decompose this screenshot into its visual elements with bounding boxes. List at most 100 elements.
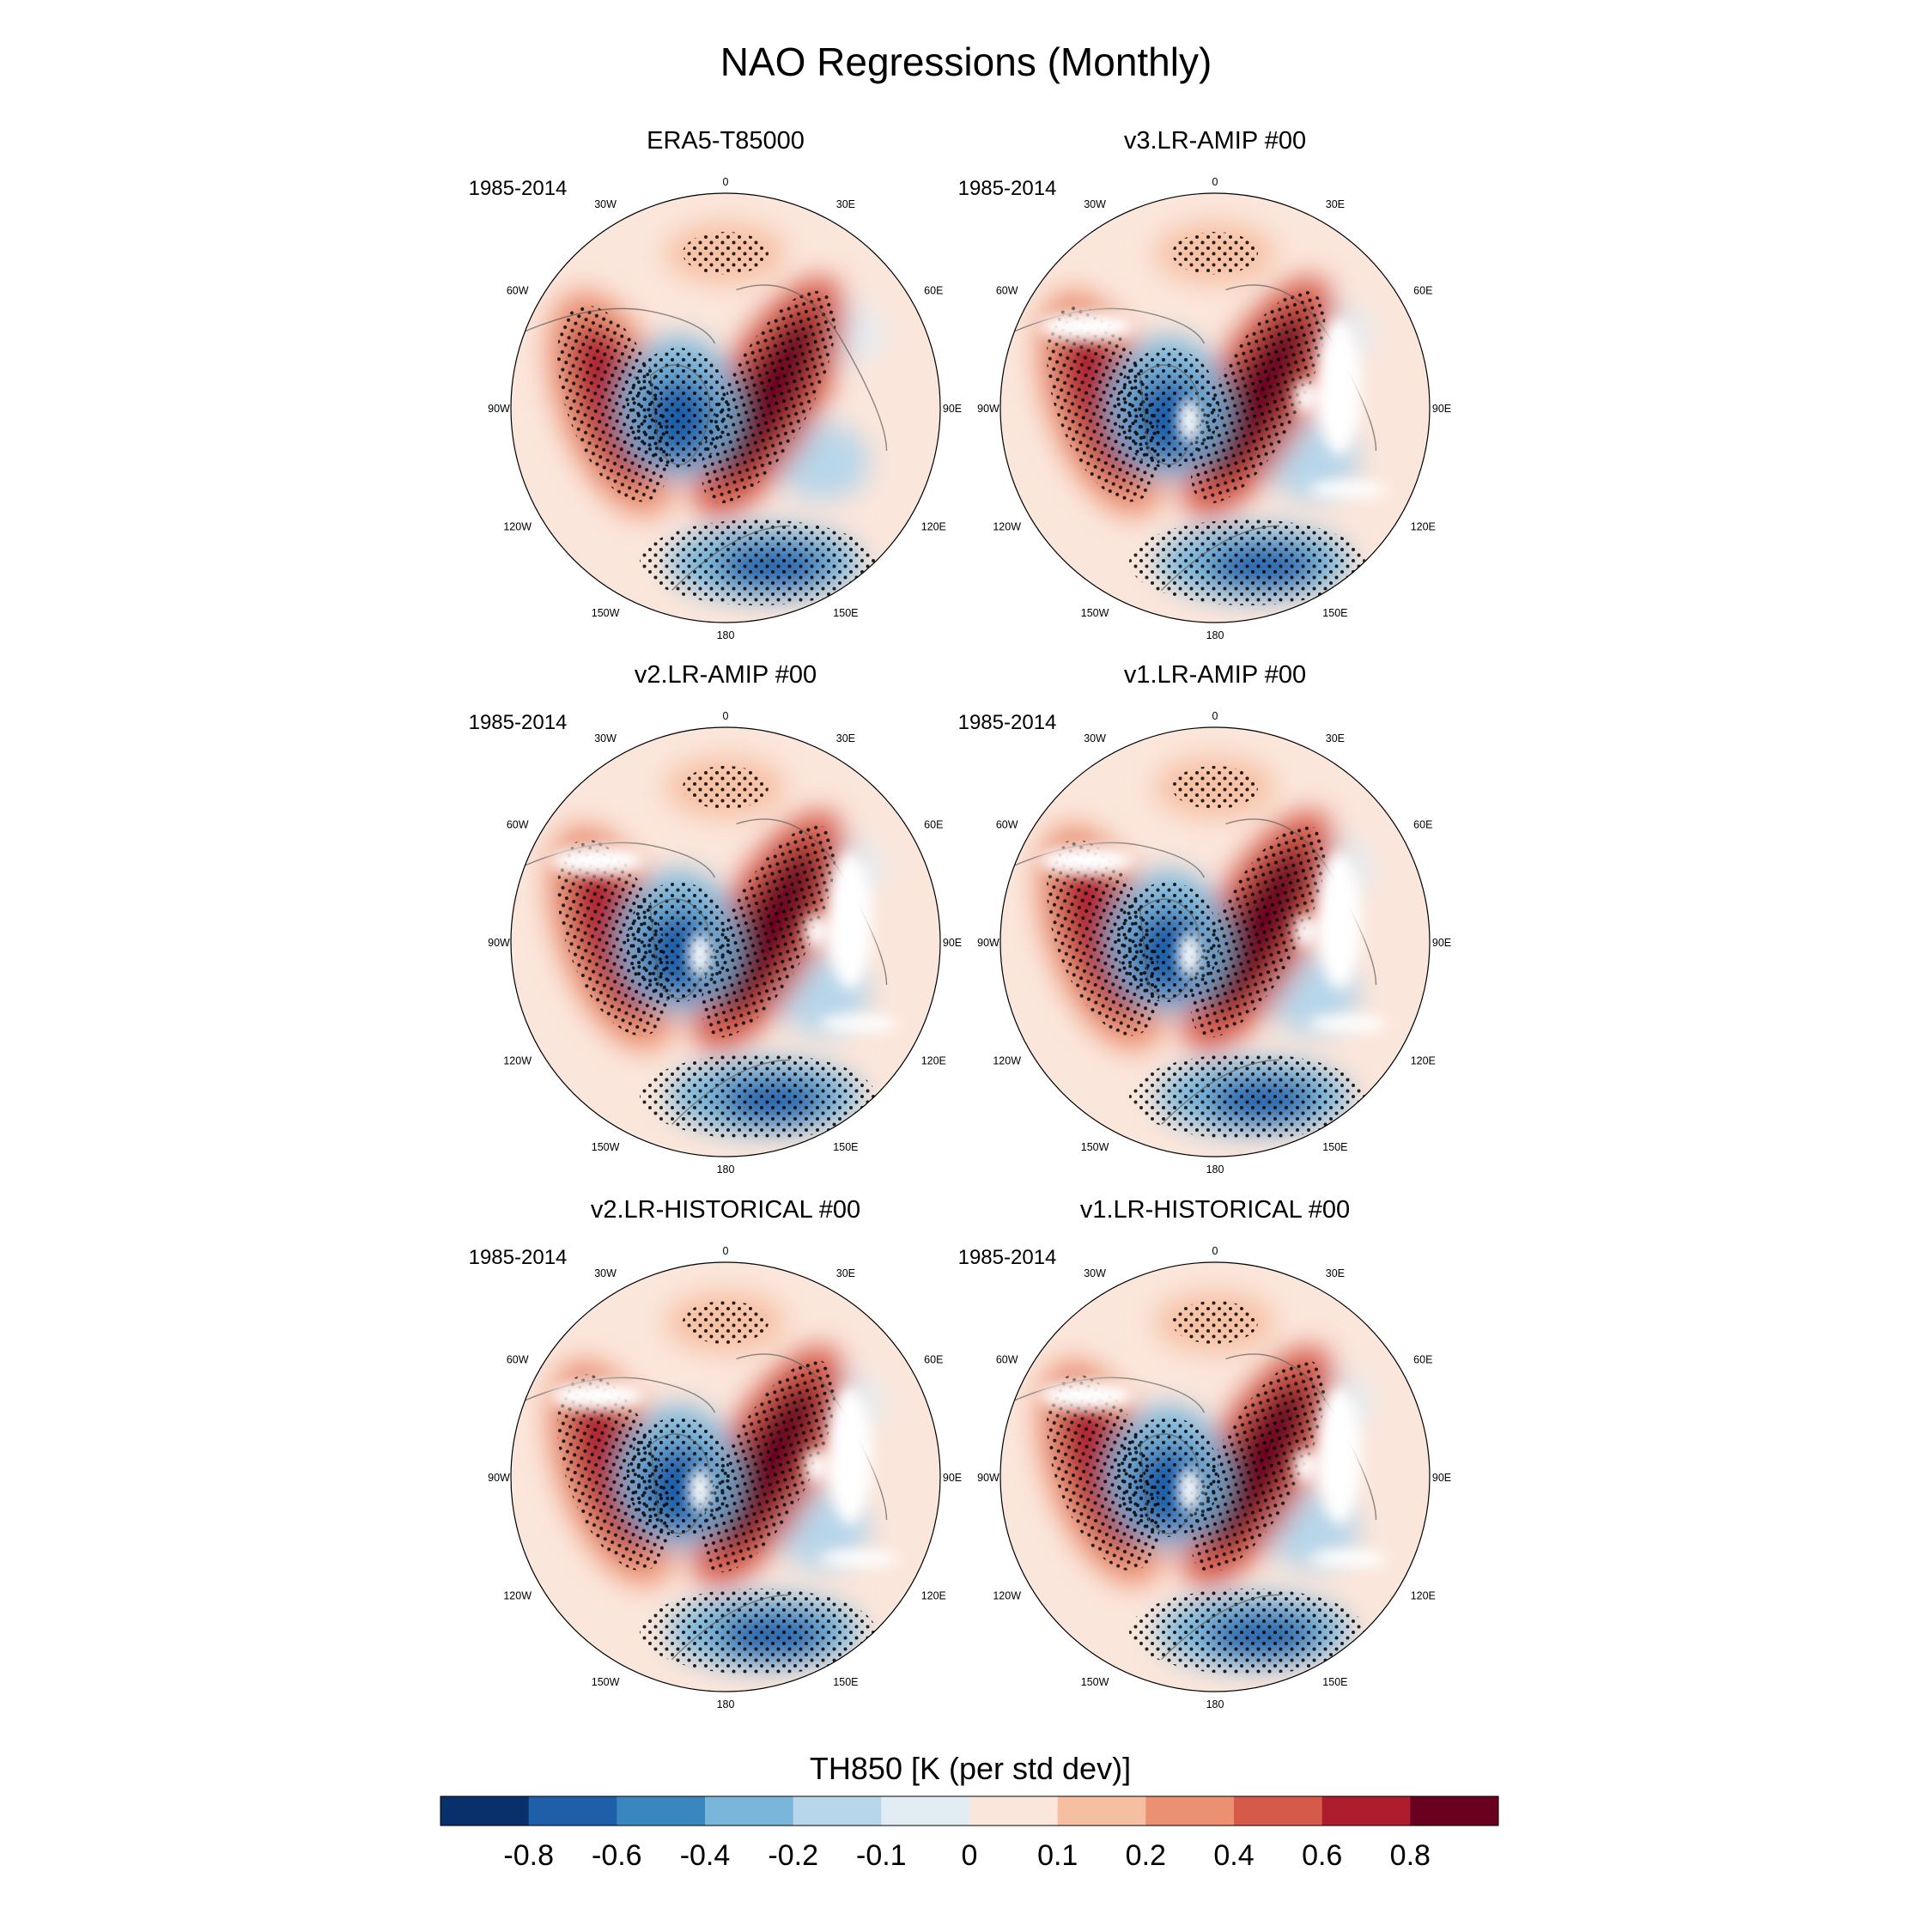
map-panel: 180 150E 120E 90E 60E 30E 0 30W 60W 90W 120W 150W v2…: [469, 1196, 963, 1710]
longitude-label: 60E: [924, 819, 943, 831]
longitude-label: 60W: [507, 1354, 529, 1366]
longitude-label: 0: [723, 176, 729, 188]
colorbar-tick-label: -0.2: [768, 1839, 818, 1872]
map-field: [1000, 1262, 1430, 1692]
longitude-label: 120E: [1411, 1054, 1436, 1066]
colorbar-swatch: [1145, 1796, 1235, 1826]
longitude-label: 0: [1212, 1245, 1218, 1257]
longitude-label: 120W: [993, 1054, 1021, 1066]
longitude-label: 90E: [943, 1472, 962, 1484]
longitude-label: 120W: [503, 1054, 532, 1066]
colorbar-swatch: [617, 1796, 706, 1826]
longitude-label: 60W: [996, 819, 1018, 831]
panel-title: v2.LR-AMIP #00: [635, 661, 817, 689]
colorbar-frame: [440, 1795, 1499, 1826]
longitude-label: 90E: [1432, 1472, 1451, 1484]
longitude-label: 150W: [592, 607, 620, 619]
masked-terrain: [550, 1380, 897, 1567]
longitude-label: 120E: [921, 1054, 946, 1066]
longitude-label: 150E: [1322, 1676, 1347, 1688]
panel-title: v1.LR-HISTORICAL #00: [1080, 1196, 1350, 1224]
colorbar-swatch: [1057, 1796, 1146, 1826]
map-boundary: [999, 1261, 1431, 1692]
masked-terrain: [550, 845, 897, 1032]
map-field: [1000, 193, 1430, 623]
colorbar-swatch: [1410, 1796, 1499, 1826]
longitude-label: 30W: [594, 198, 617, 210]
panel-period: 1985-2014: [958, 1246, 1057, 1269]
colorbar-tick-label: 0.6: [1302, 1839, 1342, 1872]
significance-stippling: [557, 232, 876, 605]
longitude-label: 180: [1206, 629, 1224, 641]
colorbar-swatch: [705, 1796, 794, 1826]
longitude-label: 0: [723, 1245, 729, 1257]
longitude-label: 180: [717, 1163, 735, 1176]
significance-stippling: [557, 766, 876, 1139]
longitude-label: 30E: [1326, 1267, 1345, 1279]
colorbar-swatch: [1234, 1796, 1323, 1826]
longitude-label: 0: [1212, 176, 1218, 188]
longitude-label: 30W: [594, 1267, 617, 1279]
longitude-label: 60W: [507, 819, 529, 831]
longitude-label: 60E: [1413, 285, 1432, 297]
figure-title: NAO Regressions (Monthly): [720, 39, 1212, 84]
panel-period: 1985-2014: [469, 711, 568, 734]
masked-terrain: [1039, 311, 1387, 498]
panel-period: 1985-2014: [958, 177, 1057, 200]
significance-stippling: [1047, 1301, 1365, 1674]
longitude-label: 180: [1206, 1163, 1224, 1176]
longitude-label: 120W: [993, 1589, 1021, 1601]
map-panel: 180 150E 120E 90E 60E 30E 0 30W 60W 90W 120W 150W v1…: [958, 661, 1452, 1176]
panel-period: 1985-2014: [469, 177, 568, 200]
colorbar-swatch: [1321, 1796, 1411, 1826]
colorbar-swatch: [793, 1796, 882, 1826]
longitude-label: 120E: [921, 520, 946, 532]
colorbar-tick-label: 0.8: [1390, 1839, 1431, 1872]
colorbar-tick-label: -0.6: [592, 1839, 642, 1872]
map-boundary: [999, 726, 1431, 1157]
masked-terrain: [1039, 845, 1387, 1032]
longitude-label: 180: [717, 1698, 735, 1710]
longitude-label: 150E: [833, 1141, 858, 1153]
colorbar-tick-label: -0.8: [503, 1839, 554, 1872]
colorbar-tick-label: -0.4: [680, 1839, 731, 1872]
longitude-label: 30W: [1084, 732, 1106, 744]
colorbar-swatch: [528, 1796, 617, 1826]
longitude-label: 90W: [488, 403, 510, 415]
longitude-label: 60W: [507, 285, 529, 297]
panel-period: 1985-2014: [469, 1246, 568, 1269]
longitude-label: 30E: [1326, 198, 1345, 210]
colorbar-tick-label: 0: [962, 1839, 978, 1872]
significance-stippling: [1047, 232, 1365, 605]
longitude-label: 30E: [836, 198, 855, 210]
map-panel: 180 150E 120E 90E 60E 30E 0 30W 60W 90W 120W 150W v1…: [958, 1196, 1452, 1710]
longitude-label: 90W: [977, 403, 999, 415]
longitude-label: 90W: [977, 1472, 999, 1484]
longitude-label: 30E: [836, 1267, 855, 1279]
longitude-label: 150W: [1081, 607, 1109, 619]
map-panel: 180 150E 120E 90E 60E 30E 0 30W 60W 90W 120W 150W v2…: [469, 661, 963, 1176]
longitude-label: 150E: [833, 607, 858, 619]
longitude-label: 60E: [924, 1354, 943, 1366]
colorbar-swatch: [881, 1796, 970, 1826]
masked-terrain: [1039, 1380, 1387, 1567]
map-boundary: [510, 726, 941, 1157]
longitude-label: 30W: [594, 732, 617, 744]
longitude-label: 120E: [1411, 520, 1436, 532]
longitude-label: 30W: [1084, 198, 1106, 210]
longitude-label: 60E: [1413, 1354, 1432, 1366]
longitude-label: 150E: [1322, 1141, 1347, 1153]
colorbar-tick-label: -0.1: [856, 1839, 907, 1872]
longitude-label: 90W: [488, 1472, 510, 1484]
longitude-label: 120W: [503, 520, 532, 532]
longitude-label: 180: [1206, 1698, 1224, 1710]
longitude-label: 90W: [488, 937, 510, 949]
colorbar-swatch: [440, 1796, 530, 1826]
longitude-label: 120W: [993, 520, 1021, 532]
colorbar-tick-label: 0.2: [1126, 1839, 1166, 1872]
longitude-label: 60E: [1413, 819, 1432, 831]
panel-period: 1985-2014: [958, 711, 1057, 734]
map-boundary: [999, 192, 1431, 623]
longitude-label: 90E: [943, 937, 962, 949]
